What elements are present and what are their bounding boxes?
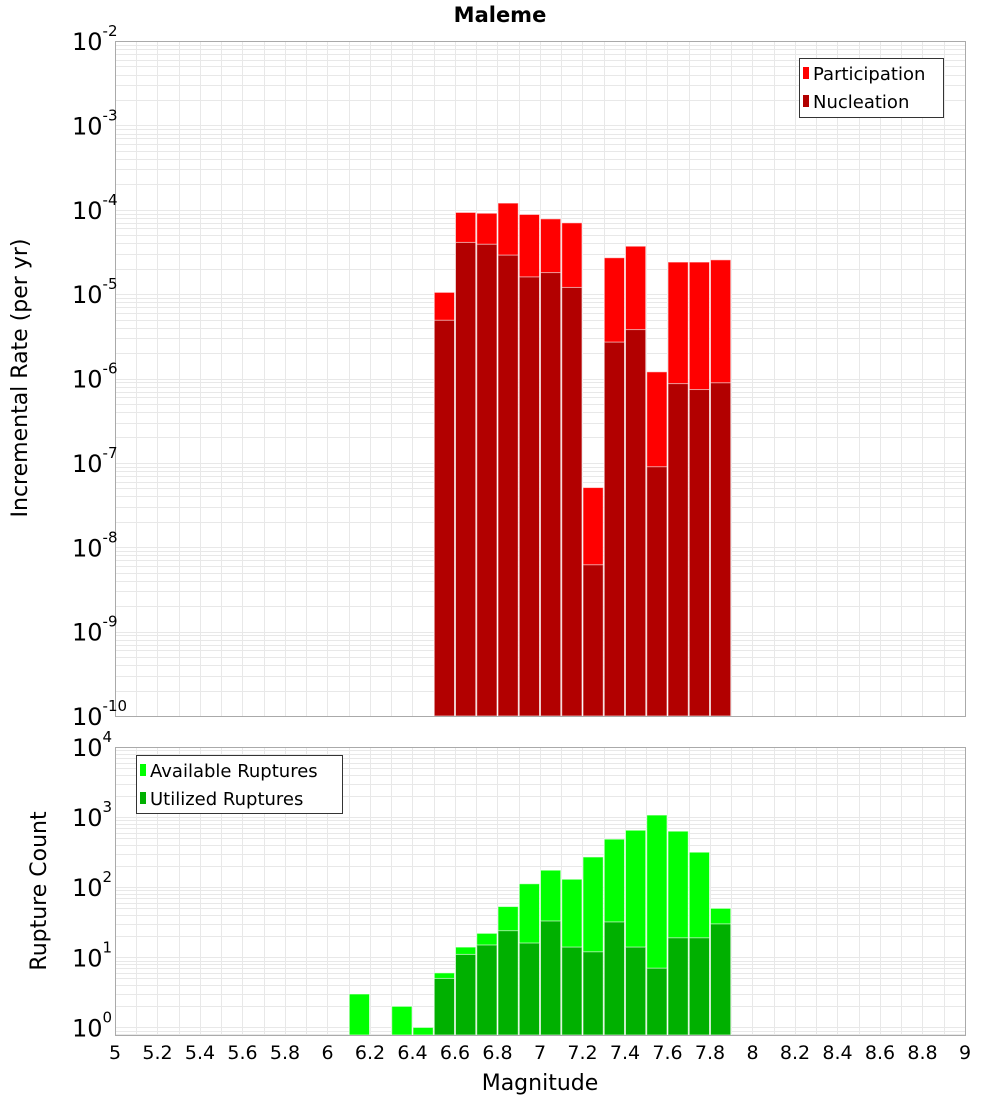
bottom-bar-utilized-ruptures — [455, 953, 477, 1036]
bottom-plot-frame — [115, 747, 966, 1036]
x-ticks: 5 5.2 5.4 5.6 5.8 6 6.2 6.4 6.6 6.8 7 7.2 7.4 7.6 7.8 8… — [109, 1042, 971, 1064]
top-bar-nucleation — [476, 243, 498, 717]
bottom-bar-utilized-ruptures — [646, 967, 668, 1036]
bottom-bar-utilized-ruptures — [667, 937, 689, 1036]
top-y-tick-label: 10-10 — [72, 697, 127, 731]
bottom-bars — [348, 814, 732, 1036]
bottom-bar-utilized-ruptures — [688, 937, 710, 1036]
top-bar-nucleation — [455, 241, 477, 717]
bottom-bar-utilized-ruptures — [497, 930, 519, 1036]
bottom-y-axis-label: Rupture Count — [27, 811, 52, 971]
bottom-y-tick-label: 100 — [72, 1008, 112, 1042]
bottom-bar-utilized-ruptures — [433, 977, 455, 1036]
top-bars — [433, 202, 732, 717]
top-y-ticks: 10-10 10-9 10-8 10-7 10-6 10-5 10-4 10-3 10-2 — [72, 22, 127, 731]
bottom-y-tick-label: 103 — [72, 798, 112, 832]
x-tick-label: 8.6 — [865, 1042, 895, 1064]
x-tick-label: 8.2 — [780, 1042, 810, 1064]
top-bar-nucleation — [540, 272, 562, 717]
x-tick-label: 8.4 — [822, 1042, 852, 1064]
bottom-bar-utilized-ruptures — [603, 921, 625, 1036]
bottom-legend: Available Ruptures Utilized Ruptures — [136, 755, 343, 814]
bottom-bar-available-ruptures — [348, 993, 370, 1036]
legend-label-available: Available Ruptures — [150, 761, 318, 782]
x-tick-label: 5 — [109, 1042, 121, 1064]
bottom-y-tick-label: 101 — [72, 938, 112, 972]
bottom-bar-utilized-ruptures — [476, 944, 498, 1036]
x-axis-label: Magnitude — [482, 1071, 599, 1096]
top-bar-nucleation — [582, 564, 604, 717]
legend-swatch-participation — [803, 67, 809, 79]
bottom-bar-utilized-ruptures — [518, 942, 540, 1036]
x-tick-label: 7.2 — [567, 1042, 597, 1064]
x-tick-label: 7.8 — [695, 1042, 725, 1064]
legend-box — [799, 58, 944, 118]
top-bar-nucleation — [646, 466, 668, 717]
top-y-axis-label: Incremental Rate (per yr) — [8, 239, 33, 518]
x-tick-label: 8 — [746, 1042, 758, 1064]
top-plot-frame — [115, 41, 966, 717]
x-tick-label: 5.4 — [185, 1042, 215, 1064]
legend-swatch-utilized — [140, 792, 146, 804]
top-y-tick-label: 10-9 — [72, 613, 118, 647]
x-tick-label: 6.4 — [397, 1042, 427, 1064]
bottom-y-tick-label: 102 — [72, 868, 112, 902]
top-y-tick-label: 10-6 — [72, 360, 118, 394]
x-tick-label: 8.8 — [907, 1042, 937, 1064]
top-y-tick-label: 10-8 — [72, 528, 118, 562]
x-tick-label: 5.6 — [227, 1042, 257, 1064]
legend-swatch-nucleation — [803, 95, 809, 107]
top-y-tick-label: 10-4 — [72, 191, 118, 225]
x-tick-label: 7.4 — [610, 1042, 640, 1064]
top-y-tick-label: 10-7 — [72, 444, 118, 478]
top-bar-nucleation — [433, 319, 455, 717]
chart-title: Maleme — [454, 3, 547, 27]
top-bar-nucleation — [518, 276, 540, 717]
top-bar-nucleation — [603, 341, 625, 717]
bottom-y-tick-label: 104 — [72, 728, 112, 762]
top-bar-nucleation — [561, 286, 583, 717]
bottom-bar-utilized-ruptures — [540, 920, 562, 1036]
top-y-tick-label: 10-5 — [72, 275, 118, 309]
x-tick-label: 7 — [534, 1042, 546, 1064]
bottom-bar-available-ruptures — [391, 1005, 413, 1036]
x-tick-label: 9 — [959, 1042, 971, 1064]
top-y-tick-label: 10-2 — [72, 22, 118, 56]
top-y-tick-label: 10-3 — [72, 106, 118, 140]
x-tick-label: 6.8 — [482, 1042, 512, 1064]
legend-box — [136, 755, 343, 814]
x-tick-label: 6.6 — [440, 1042, 470, 1064]
bottom-bar-utilized-ruptures — [710, 923, 732, 1036]
bottom-bar-utilized-ruptures — [582, 951, 604, 1036]
x-tick-label: 7.6 — [652, 1042, 682, 1064]
bottom-bar-utilized-ruptures — [625, 946, 647, 1036]
top-legend: Participation Nucleation — [799, 58, 944, 118]
top-bar-nucleation — [710, 382, 732, 717]
x-tick-label: 6 — [321, 1042, 333, 1064]
legend-swatch-available — [140, 764, 146, 776]
x-tick-label: 5.2 — [142, 1042, 172, 1064]
x-tick-label: 6.2 — [355, 1042, 385, 1064]
bottom-y-ticks: 100 101 102 103 104 — [72, 728, 112, 1042]
bottom-bar-available-ruptures — [412, 1026, 434, 1036]
top-bar-nucleation — [688, 389, 710, 717]
legend-label-utilized: Utilized Ruptures — [150, 789, 303, 810]
legend-label-participation: Participation — [813, 64, 925, 85]
bottom-bar-utilized-ruptures — [561, 946, 583, 1036]
top-bar-nucleation — [667, 383, 689, 717]
legend-label-nucleation: Nucleation — [813, 92, 909, 113]
x-tick-label: 5.8 — [270, 1042, 300, 1064]
top-bar-nucleation — [625, 329, 647, 717]
top-bar-nucleation — [497, 254, 519, 717]
